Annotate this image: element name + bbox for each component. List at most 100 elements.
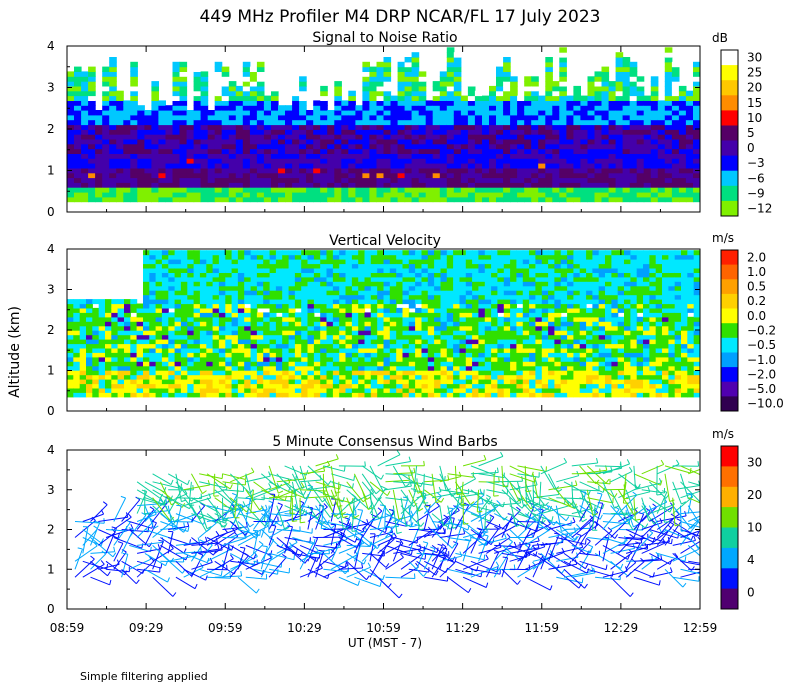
heat-cell [459,334,467,340]
heat-cell [629,61,638,68]
heat-cell [446,356,454,362]
heat-cell [285,187,293,193]
heat-cell [439,192,448,198]
heat-cell [348,90,356,97]
heat-cell [124,316,131,322]
heat-cell [351,303,359,309]
heat-cell [370,268,378,273]
heat-cell [288,290,296,296]
heat-cell [263,167,272,174]
heat-cell [143,392,150,398]
heat-cell [288,392,296,398]
heat-cell [67,95,75,101]
heat-cell [228,177,237,183]
heat-cell [263,281,271,287]
heat-cell [559,177,567,183]
heat-cell [496,105,504,111]
heat-cell [288,321,296,327]
heat-cell [459,307,467,313]
heat-cell [383,124,392,130]
heat-cell [472,290,479,296]
heat-cell [98,316,106,322]
heat-cell [263,312,271,318]
heat-cell [545,57,553,63]
heat-cell [218,303,226,309]
heat-cell [348,138,356,145]
heat-cell [231,325,239,331]
heat-cell [124,370,131,376]
heat-cell [538,177,546,183]
heat-cell [567,312,574,318]
heat-cell [109,143,117,150]
heat-cell [231,263,239,269]
heat-cell [269,307,277,313]
heat-cell [678,177,687,183]
heat-cell [263,294,271,300]
heat-cell [510,153,518,159]
heat-cell [541,321,549,327]
heat-cell [411,76,420,82]
heat-cell [95,182,103,188]
heat-cell [151,81,159,87]
heat-cell [214,100,223,106]
heat-cell [408,370,416,376]
heat-cell [81,134,89,140]
heat-cell [524,81,532,87]
heat-cell [567,339,574,345]
heat-cell [214,172,223,179]
heat-cell [636,134,645,140]
heat-cell [117,370,125,376]
heat-cell [116,167,124,174]
heat-cell [200,90,209,97]
heat-cell [510,347,517,353]
heat-cell [474,153,483,159]
heat-cell [136,374,144,380]
heat-cell [397,192,406,198]
heat-cell [560,325,568,331]
heat-cell [541,303,549,309]
heat-cell [389,356,397,362]
heat-cell [517,167,525,174]
heat-cell [408,334,416,340]
heat-cell [341,100,349,106]
heat-cell [86,343,93,349]
heat-cell [292,172,300,179]
heat-cell [111,303,119,309]
heat-cell [693,90,700,97]
heat-cell [320,182,328,188]
heat-cell [263,177,272,183]
heat-cell [364,325,372,331]
heat-cell [548,352,555,358]
heat-cell [102,148,110,154]
heat-cell [155,307,163,313]
colorbar-label: 10 [747,111,762,125]
heat-cell [474,100,483,106]
heat-cell [351,343,359,349]
heat-cell [434,374,441,380]
heat-cell [482,143,490,150]
heat-cell [693,163,700,169]
heat-cell [116,143,124,150]
heat-cell [650,182,659,188]
heat-cell [165,129,174,135]
heat-cell [73,352,81,358]
heat-cell [214,192,223,198]
heat-cell [151,119,159,126]
heat-cell [320,339,328,345]
heat-cell [116,187,124,193]
heat-cell [524,114,532,121]
heat-cell [299,167,307,174]
heat-cell [285,172,293,179]
heat-cell [567,281,574,287]
heat-cell [362,71,370,77]
heat-cell [592,374,600,380]
heat-cell [341,143,349,150]
heat-cell [143,294,150,300]
heat-cell [180,339,188,345]
heat-cell [199,250,207,256]
heat-cell [221,177,230,183]
heat-cell [421,379,429,385]
heat-cell [158,187,166,193]
heat-cell [377,268,385,273]
heat-cell [478,347,486,353]
